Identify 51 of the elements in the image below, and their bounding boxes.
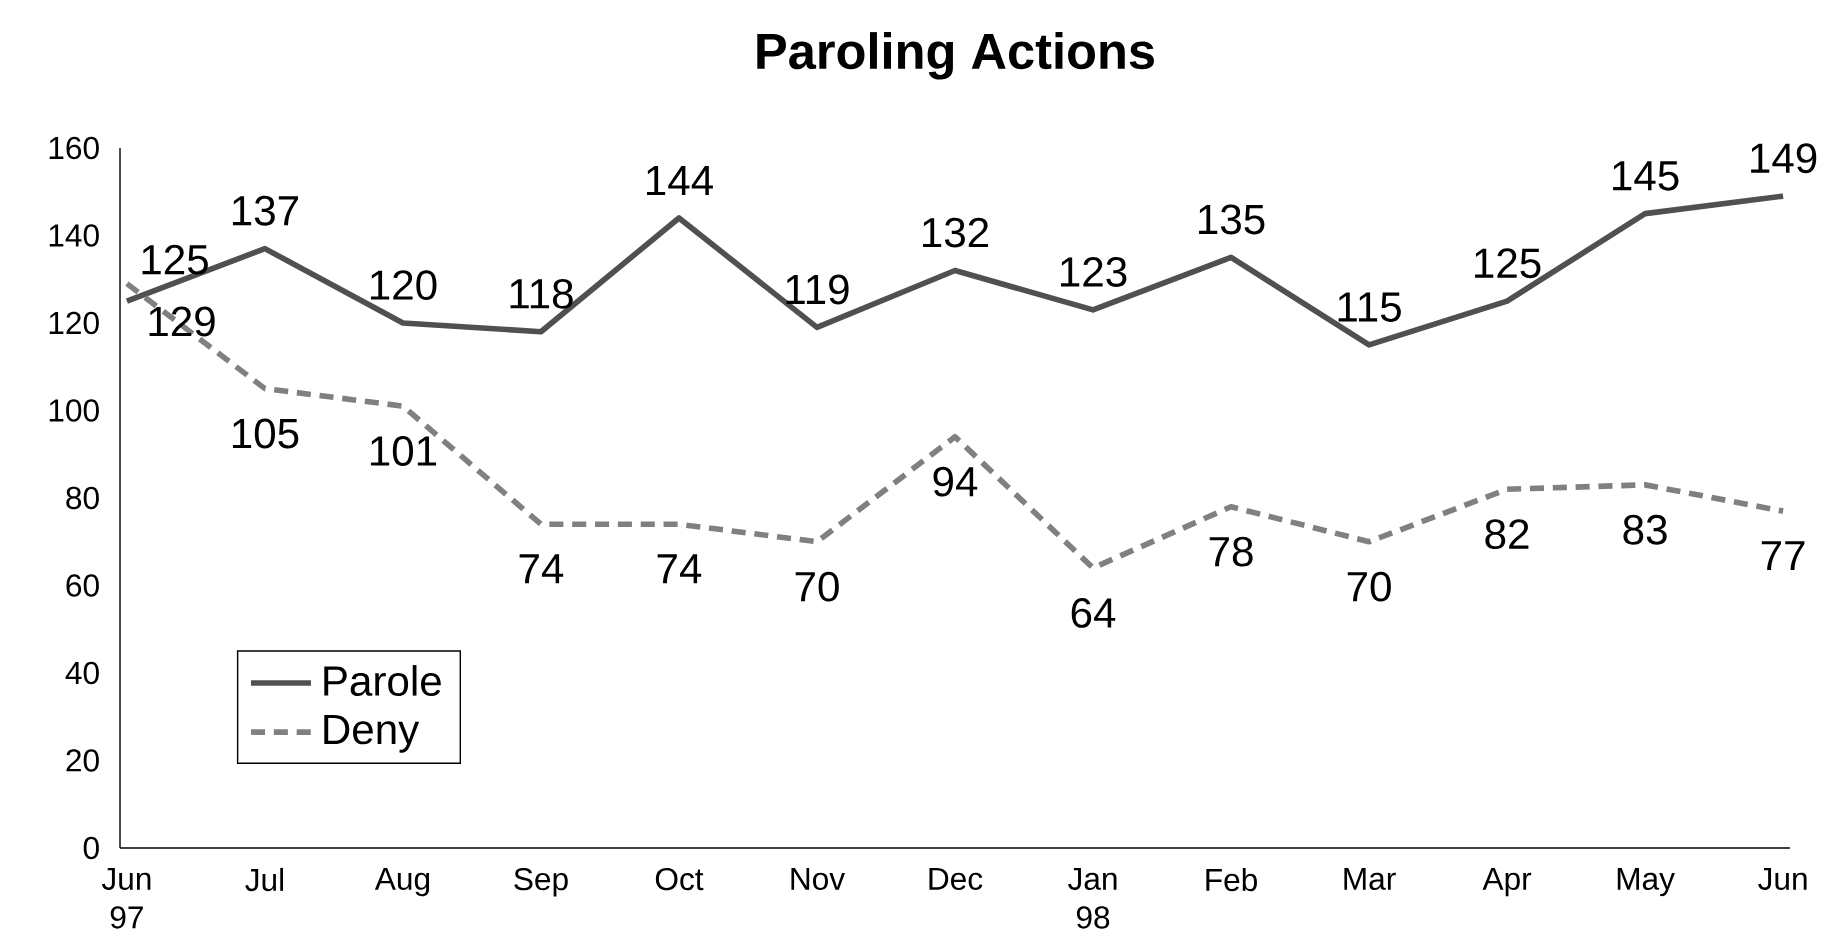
data-label: 123 [1061, 257, 1127, 287]
data-label: 125 [142, 244, 208, 275]
data-label: 144 [646, 166, 713, 196]
data-label: 82 [1485, 519, 1529, 550]
y-tick-label: 140 [49, 224, 99, 247]
data-label: 64 [1071, 597, 1116, 628]
data-label: 132 [923, 217, 989, 248]
data-label: 105 [232, 418, 299, 449]
x-tick-label: Feb [1206, 867, 1257, 892]
y-tick-label: 80 [66, 486, 99, 510]
x-tick-label: Sep [514, 867, 568, 897]
chart-title: Paroling Actions [757, 32, 1154, 80]
data-label: 119 [786, 274, 849, 305]
x-tick-label: Jun 97 [101, 867, 151, 929]
y-tick-label: 160 [49, 136, 99, 160]
data-label: 78 [1209, 536, 1253, 567]
y-tick-label: 0 [83, 836, 99, 860]
y-tick-label: 120 [49, 311, 99, 335]
data-label: 94 [933, 466, 978, 497]
data-label: 74 [519, 554, 564, 584]
y-tick-label: 100 [49, 399, 99, 422]
data-label: 149 [1751, 143, 1817, 174]
x-tick-label: May [1617, 867, 1675, 897]
y-tick-label: 60 [66, 574, 99, 597]
x-tick-label: Aug [374, 867, 430, 897]
data-label: 83 [1623, 514, 1667, 545]
data-label: 77 [1761, 541, 1805, 571]
x-tick-label: Oct [655, 867, 704, 891]
data-label: 135 [1199, 204, 1265, 235]
data-label: 101 [370, 436, 437, 466]
data-label: 118 [510, 278, 573, 309]
data-label: 145 [1613, 161, 1679, 191]
data-label: 74 [657, 554, 702, 584]
x-tick-label: Nov [791, 867, 845, 890]
x-tick-label: Jan 98 [1068, 867, 1117, 929]
x-tick-label: Dec [929, 867, 983, 890]
legend-label: Parole [324, 665, 441, 696]
y-tick-label: 40 [65, 661, 99, 685]
x-tick-label: Apr [1482, 867, 1532, 897]
data-label: 120 [370, 270, 437, 301]
x-tick-label: Mar [1344, 867, 1396, 890]
x-tick-label: Jun [1758, 867, 1807, 890]
data-label: 125 [1475, 248, 1541, 279]
x-tick-label: Jul [245, 867, 284, 892]
legend-label: Deny [324, 714, 420, 753]
data-label: 70 [1347, 571, 1391, 602]
data-label: 115 [1338, 292, 1401, 322]
y-tick-label: 20 [66, 749, 99, 772]
data-label: 70 [795, 571, 839, 602]
data-label: 137 [232, 195, 298, 226]
data-label: 129 [149, 306, 215, 337]
